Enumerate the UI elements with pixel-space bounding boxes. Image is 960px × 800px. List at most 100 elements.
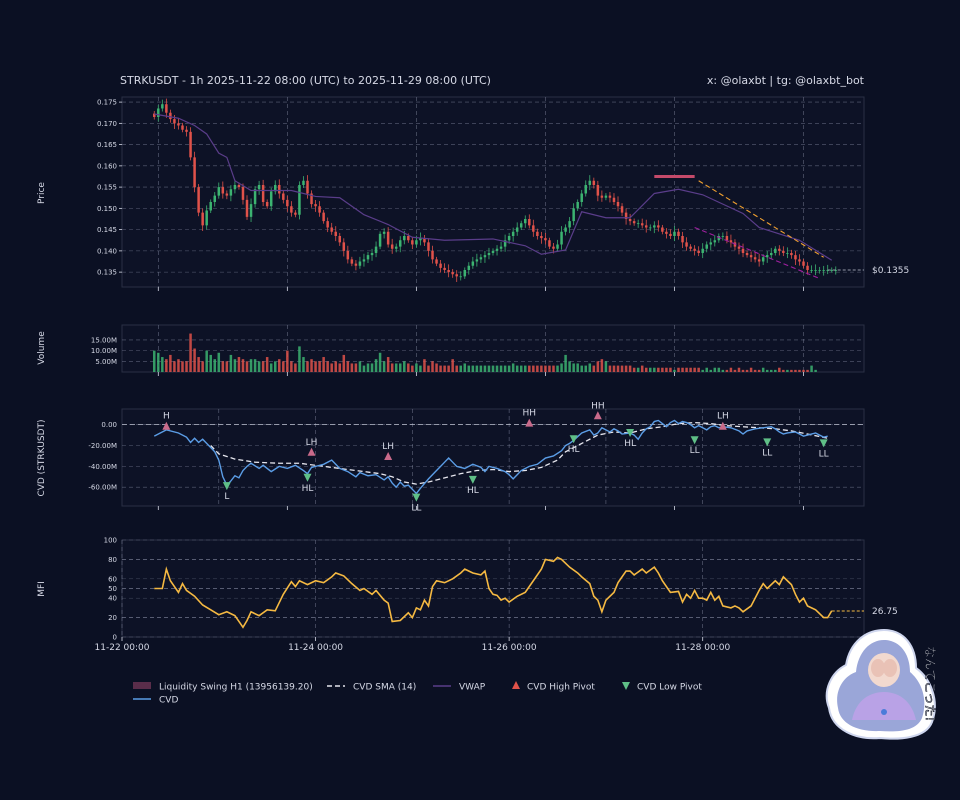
candle-body [362, 259, 366, 262]
candle-body [181, 125, 184, 130]
candle-body [685, 242, 688, 247]
volume-bar [536, 365, 539, 372]
candle-body [330, 227, 333, 232]
volume-bar [649, 367, 652, 372]
candle-body [173, 119, 176, 124]
candle-body [661, 227, 664, 232]
volume-bar [717, 367, 721, 372]
candle-body [774, 248, 777, 253]
candle-body [237, 184, 241, 188]
volume-bar [701, 369, 704, 372]
panel-frame [121, 408, 865, 507]
cvd-high-pivot-marker [384, 451, 393, 460]
volume-ytick-label: 5.00M [95, 358, 117, 366]
candle-body [157, 108, 160, 117]
volume-bar [495, 365, 499, 372]
cvd-low-pivot-label: LL [690, 446, 700, 456]
mfi-last-label: 26.75 [872, 607, 898, 617]
candle-body [628, 218, 632, 222]
candle-body [225, 193, 229, 196]
candle-body [717, 235, 721, 241]
candle-body [334, 231, 337, 236]
volume-bar [761, 367, 765, 372]
volume-bar [427, 365, 430, 372]
candle-body [447, 269, 450, 273]
price-panel: 0.135 0.140 0.145 0.150 0.155 0.160 0.165 0.170… [97, 96, 909, 291]
candle-body [552, 246, 555, 249]
candle-body [649, 227, 652, 229]
candle-body [798, 259, 801, 262]
candle-body [201, 212, 204, 226]
volume-bar [398, 363, 402, 372]
candle-body [257, 184, 261, 190]
mfi-panel: 0 20 40 50 60 80 100 11-22 00:00 11-24 00:00 11-2… [95, 537, 898, 654]
volume-bar [580, 365, 583, 372]
cvd-low-pivot-label: HL [624, 439, 636, 449]
candle-body [761, 257, 765, 262]
candle-body [548, 240, 551, 247]
volume-bar [439, 365, 442, 372]
volume-bar [221, 361, 225, 372]
candle-body [346, 250, 350, 260]
volume-bar [741, 369, 745, 372]
volume-bar [161, 357, 164, 372]
candle-body [326, 221, 329, 228]
volume-bar [273, 361, 277, 372]
volume-bar [423, 359, 426, 372]
mfi-ytick-label: 100 [104, 537, 117, 545]
volume-bar [459, 365, 462, 372]
volume-bar [588, 363, 592, 372]
candle-body [153, 113, 156, 117]
mascot-sticker: なんてこった! [825, 628, 937, 740]
volume-bar [415, 363, 418, 372]
candle-body [407, 235, 410, 241]
candle-body [177, 123, 180, 126]
volume-bar [636, 367, 640, 372]
price-ytick-label: 0.135 [97, 269, 117, 277]
cvd-high-pivot-marker [593, 411, 602, 420]
candle-body [427, 242, 430, 251]
candle-body [273, 184, 277, 192]
volume-bar [479, 365, 483, 372]
volume-bar [669, 367, 672, 372]
candle-body [386, 231, 390, 245]
mfi-xtick-label: 11-28 00:00 [675, 643, 730, 653]
volume-bar [338, 363, 342, 372]
credit-text: x: @olaxbt | tg: @olaxbt_bot [707, 74, 865, 87]
trendline-upper [698, 180, 824, 258]
volume-bar [366, 363, 370, 372]
volume-bar [390, 363, 394, 372]
volume-bar [467, 365, 471, 372]
volume-bar [157, 352, 160, 372]
volume-bar [403, 361, 406, 372]
volume-bar [463, 363, 467, 372]
volume-bar [778, 367, 781, 372]
volume-bar [471, 365, 475, 372]
candle-body [282, 193, 285, 200]
candle-body [366, 255, 370, 260]
cvd-low-pivot-marker [412, 493, 421, 502]
volume-bar [689, 367, 692, 372]
volume-bar [374, 359, 378, 372]
panel-frame [121, 324, 865, 373]
candle-body [515, 227, 519, 232]
cvd-high-pivot-label: LH [717, 412, 729, 422]
candle-body [342, 242, 346, 251]
mfi-ytick-label: 20 [108, 614, 117, 622]
mfi-ytick-label: 50 [108, 585, 117, 593]
volume-bar [201, 361, 204, 372]
cvd-low-pivot-marker [763, 438, 772, 447]
candle-body [310, 193, 313, 205]
cvd-ylabel: CVD (STRKUSDT) [37, 419, 47, 496]
volume-bar [616, 365, 620, 372]
volume-bar [515, 365, 519, 372]
candle-body [632, 221, 636, 224]
candle-body [193, 157, 196, 188]
candle-body [161, 104, 164, 109]
volume-ytick-label: 10.00M [91, 347, 117, 355]
volume-bar [640, 365, 644, 372]
volume-bar [661, 367, 664, 372]
volume-bar [544, 365, 547, 372]
candle-body [487, 252, 491, 256]
candle-body [697, 250, 700, 253]
